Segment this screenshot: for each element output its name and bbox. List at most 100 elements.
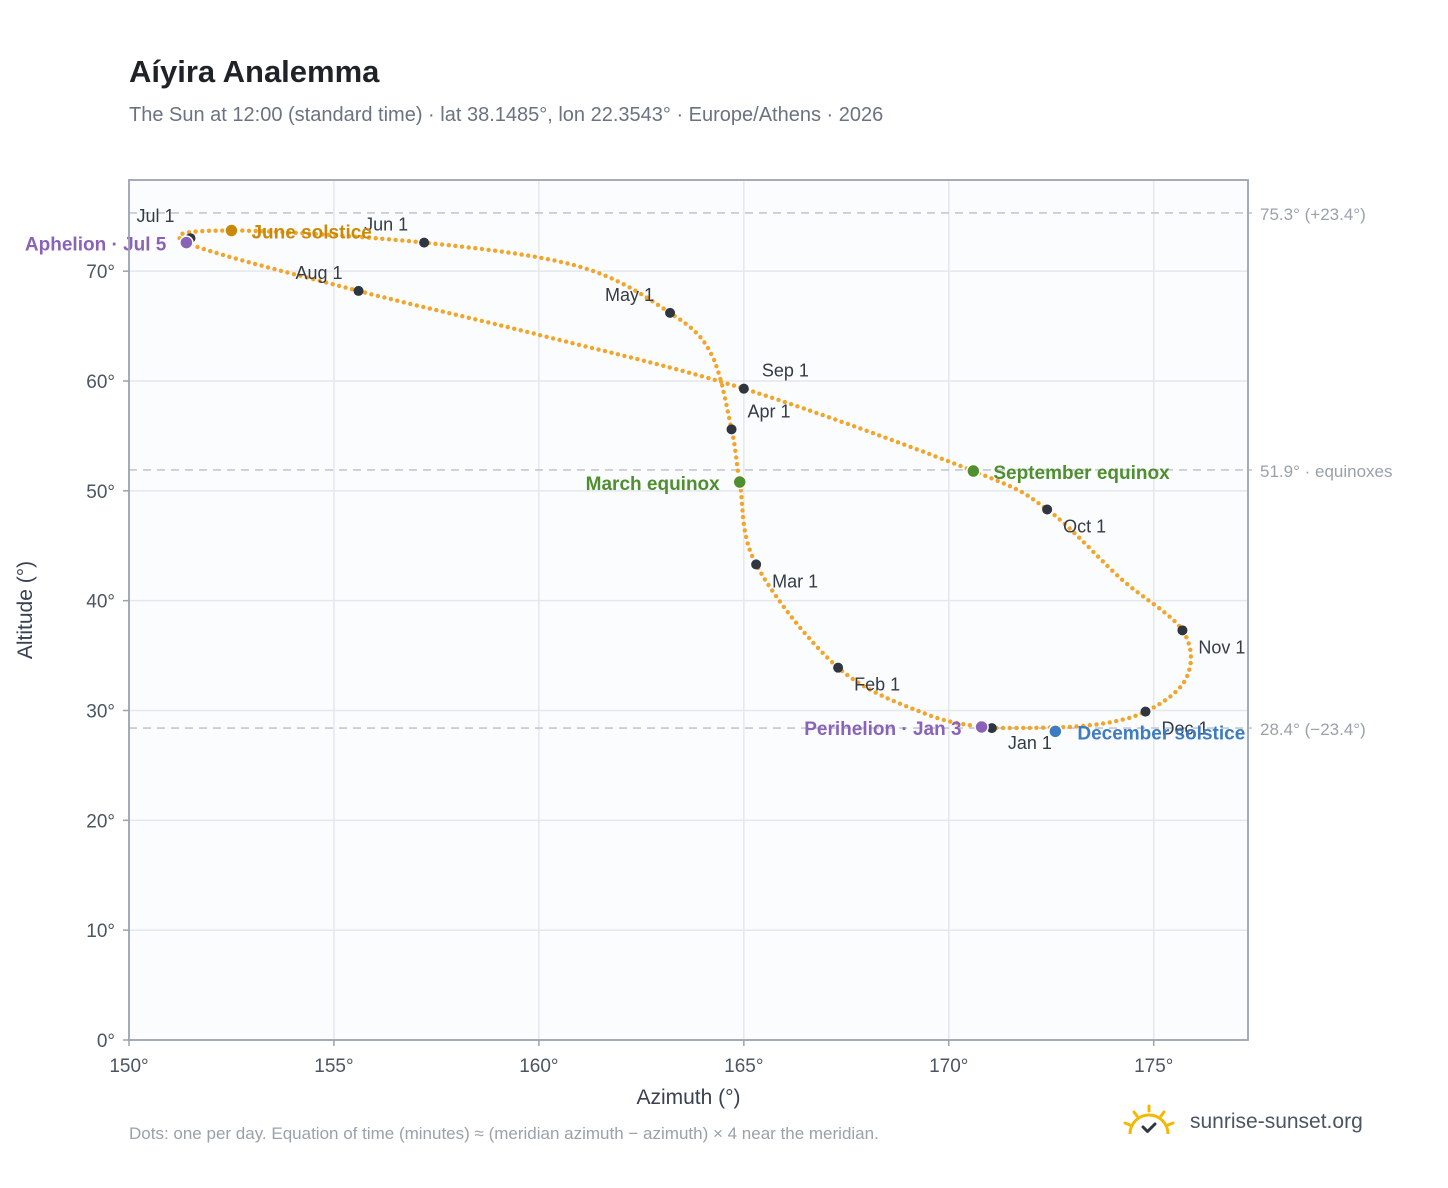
x-tick-label: 165° bbox=[724, 1056, 763, 1077]
daily-dot bbox=[883, 435, 888, 440]
daily-dot bbox=[773, 593, 779, 599]
daily-dot bbox=[781, 604, 786, 610]
daily-dot bbox=[460, 314, 465, 319]
event-marker[interactable] bbox=[1048, 724, 1063, 739]
daily-dot bbox=[353, 234, 358, 239]
daily-dot bbox=[850, 676, 855, 682]
event-label: Perihelion · Jan 3 bbox=[804, 719, 961, 740]
daily-dot bbox=[693, 330, 698, 335]
daily-dot bbox=[927, 451, 932, 457]
daily-dot bbox=[885, 696, 890, 701]
daily-dot bbox=[1019, 489, 1025, 495]
month-marker[interactable] bbox=[665, 307, 676, 318]
daily-dot bbox=[602, 348, 608, 354]
daily-dot bbox=[1173, 689, 1178, 695]
daily-dot bbox=[1077, 535, 1082, 540]
daily-dot bbox=[1151, 705, 1156, 710]
daily-dot bbox=[680, 368, 685, 374]
daily-dot bbox=[1172, 618, 1177, 624]
month-label: Apr 1 bbox=[748, 401, 791, 421]
daily-dot bbox=[705, 345, 711, 351]
y-tick-label: 60° bbox=[86, 372, 115, 393]
month-marker[interactable] bbox=[726, 424, 737, 435]
event-label: March equinox bbox=[586, 474, 721, 495]
daily-dot bbox=[622, 353, 627, 359]
daily-dot bbox=[1095, 554, 1101, 559]
daily-dot bbox=[635, 356, 640, 362]
month-marker[interactable] bbox=[1140, 706, 1151, 717]
daily-dot bbox=[195, 244, 200, 250]
daily-dot bbox=[820, 650, 825, 655]
daily-dot bbox=[609, 350, 614, 355]
daily-dot bbox=[180, 231, 185, 236]
daily-dot bbox=[952, 461, 957, 466]
chart-title: Aíyira Analemma bbox=[129, 54, 380, 89]
daily-dot bbox=[512, 251, 518, 256]
daily-dot bbox=[699, 374, 705, 379]
month-marker[interactable] bbox=[738, 383, 749, 394]
y-tick-label: 0° bbox=[97, 1031, 115, 1052]
month-marker[interactable] bbox=[833, 662, 844, 673]
daily-dot bbox=[563, 339, 569, 344]
daily-dot bbox=[747, 547, 752, 552]
daily-dot bbox=[1133, 713, 1138, 718]
daily-dot bbox=[958, 463, 963, 469]
daily-dot bbox=[1091, 549, 1096, 555]
daily-dot bbox=[1105, 563, 1110, 569]
daily-dot bbox=[220, 252, 226, 258]
daily-dot bbox=[935, 715, 940, 721]
daily-dot bbox=[466, 245, 471, 250]
daily-dot bbox=[661, 306, 666, 311]
plot-area bbox=[129, 180, 1248, 1040]
daily-dot bbox=[734, 461, 740, 467]
month-label: Sep 1 bbox=[762, 361, 809, 381]
daily-dot bbox=[272, 266, 277, 272]
event-marker[interactable] bbox=[732, 474, 747, 490]
daily-dot bbox=[727, 415, 732, 421]
brand-name[interactable]: sunrise-sunset.org bbox=[1190, 1110, 1363, 1133]
daily-dot bbox=[447, 311, 452, 316]
daily-dot bbox=[712, 377, 717, 383]
daily-dot bbox=[440, 309, 445, 314]
daily-dot bbox=[897, 701, 903, 706]
daily-dot bbox=[525, 329, 530, 335]
daily-dot bbox=[214, 250, 219, 256]
brand[interactable]: sunrise-sunset.org bbox=[1122, 1104, 1363, 1140]
daily-dot bbox=[306, 231, 312, 236]
daily-dot bbox=[408, 301, 413, 307]
daily-dot bbox=[506, 250, 511, 255]
daily-dot bbox=[414, 303, 419, 308]
event-marker[interactable] bbox=[974, 719, 989, 735]
event-marker[interactable] bbox=[179, 235, 194, 250]
month-marker[interactable] bbox=[1177, 625, 1188, 636]
daily-dot bbox=[1057, 517, 1062, 522]
daily-dot bbox=[260, 229, 265, 234]
daily-dot bbox=[725, 381, 730, 386]
daily-dot bbox=[1100, 721, 1106, 726]
event-marker[interactable] bbox=[966, 463, 981, 479]
daily-dot bbox=[252, 261, 258, 267]
daily-dot bbox=[1081, 723, 1086, 729]
daily-dot bbox=[967, 723, 973, 728]
daily-dot bbox=[989, 476, 994, 481]
month-marker[interactable] bbox=[419, 237, 430, 248]
daily-dot bbox=[1151, 602, 1157, 607]
daily-dot bbox=[683, 321, 688, 326]
event-marker[interactable] bbox=[224, 223, 239, 238]
daily-dot bbox=[889, 437, 894, 443]
daily-dot bbox=[698, 335, 703, 340]
daily-dot bbox=[340, 233, 345, 238]
daily-dot bbox=[839, 419, 844, 424]
daily-dot bbox=[1162, 610, 1167, 615]
month-marker[interactable] bbox=[353, 285, 364, 296]
daily-dot bbox=[732, 442, 737, 447]
daily-dot bbox=[1157, 701, 1162, 707]
month-marker[interactable] bbox=[751, 559, 762, 570]
month-marker[interactable] bbox=[986, 723, 997, 734]
daily-dot bbox=[877, 433, 882, 438]
month-marker[interactable] bbox=[1042, 504, 1053, 515]
daily-dot bbox=[304, 275, 309, 280]
daily-dot bbox=[300, 231, 305, 236]
daily-dot bbox=[1186, 641, 1191, 646]
